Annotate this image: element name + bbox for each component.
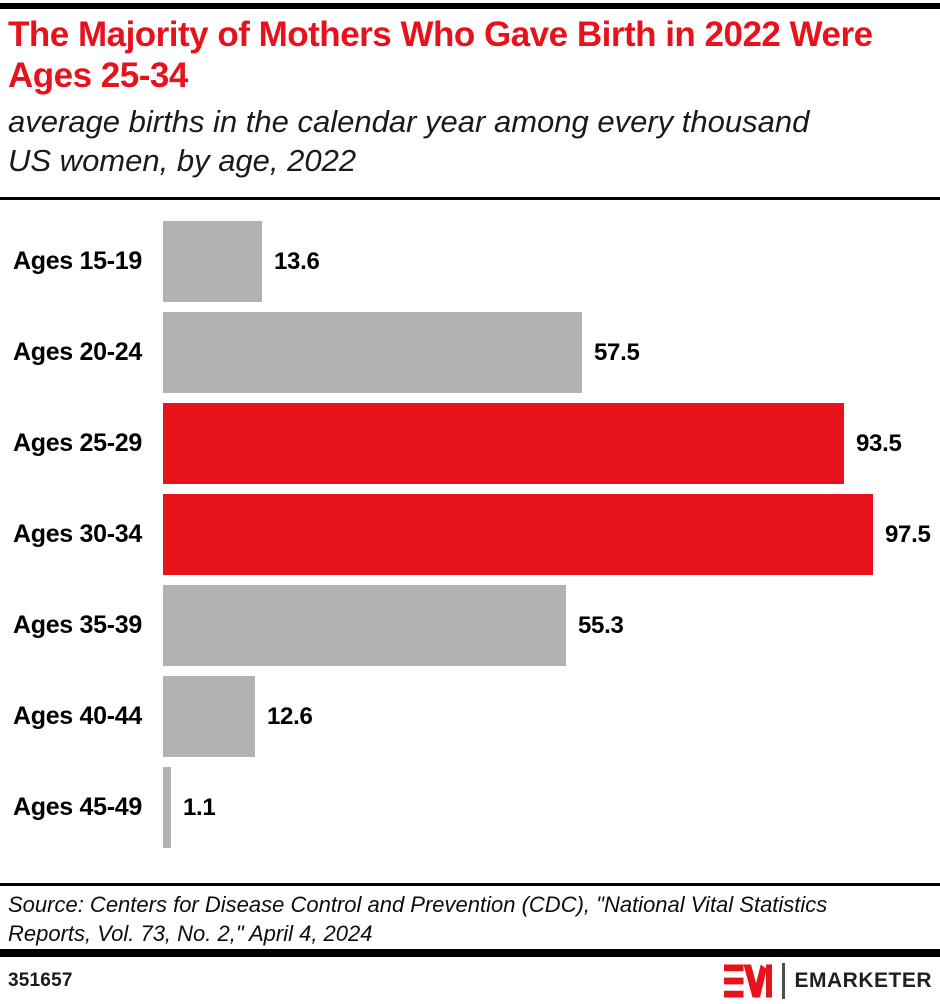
value-label: 93.5: [856, 429, 902, 457]
value-label: 12.6: [267, 702, 313, 730]
bar-row: Ages 15-19 13.6: [0, 221, 940, 302]
bar: [163, 767, 171, 848]
bar-row: Ages 30-34 97.5: [0, 494, 940, 575]
value-label: 97.5: [885, 520, 931, 548]
brand-name: EMARKETER: [794, 968, 932, 992]
value-label: 1.1: [183, 793, 216, 821]
bar-row: Ages 20-24 57.5: [0, 312, 940, 393]
header-divider: [0, 197, 940, 200]
bar-row: Ages 45-49 1.1: [0, 767, 940, 848]
value-label: 13.6: [274, 247, 320, 275]
bar-track: 1.1: [163, 767, 940, 848]
bar: [163, 494, 873, 575]
bar: [163, 312, 582, 393]
value-label: 57.5: [594, 338, 640, 366]
category-label: Ages 30-34: [12, 520, 142, 548]
brand-lockup: EMARKETER: [724, 962, 932, 999]
value-label: 55.3: [578, 611, 624, 639]
category-label: Ages 25-29: [12, 429, 142, 457]
category-label: Ages 15-19: [12, 247, 142, 275]
bar-row: Ages 25-29 93.5: [0, 403, 940, 484]
bar-row: Ages 40-44 12.6: [0, 676, 940, 757]
brand-divider: [782, 962, 786, 999]
bar-track: 93.5: [163, 403, 940, 484]
bar: [163, 585, 566, 666]
emarketer-logo-icon: [724, 964, 773, 997]
category-label: Ages 20-24: [12, 338, 142, 366]
bar-track: 57.5: [163, 312, 940, 393]
category-label: Ages 45-49: [12, 793, 142, 821]
footer-accent-bar: [0, 949, 940, 957]
bar: [163, 676, 255, 757]
category-label: Ages 35-39: [12, 611, 142, 639]
bar-track: 12.6: [163, 676, 940, 757]
source-note: Source: Centers for Disease Control and …: [8, 892, 828, 946]
chart-id: 351657: [8, 969, 73, 991]
bar-track: 13.6: [163, 221, 940, 302]
bar-chart: Ages 15-19 13.6 Ages 20-24 57.5 Ages 25-29 93…: [0, 221, 940, 858]
bar-row: Ages 35-39 55.3: [0, 585, 940, 666]
source-divider: [0, 883, 940, 886]
bar-track: 55.3: [163, 585, 940, 666]
chart-rows: Ages 15-19 13.6 Ages 20-24 57.5 Ages 25-29 93…: [0, 221, 940, 848]
page-title: The Majority of Mothers Who Gave Birth i…: [8, 15, 873, 95]
top-accent-bar: [0, 3, 940, 9]
bar-track: 97.5: [163, 494, 940, 575]
bar: [163, 403, 844, 484]
page-subtitle: average births in the calendar year amon…: [8, 104, 810, 178]
footer: 351657 EMARKETER: [8, 957, 932, 1004]
bar: [163, 221, 262, 302]
category-label: Ages 40-44: [12, 702, 142, 730]
